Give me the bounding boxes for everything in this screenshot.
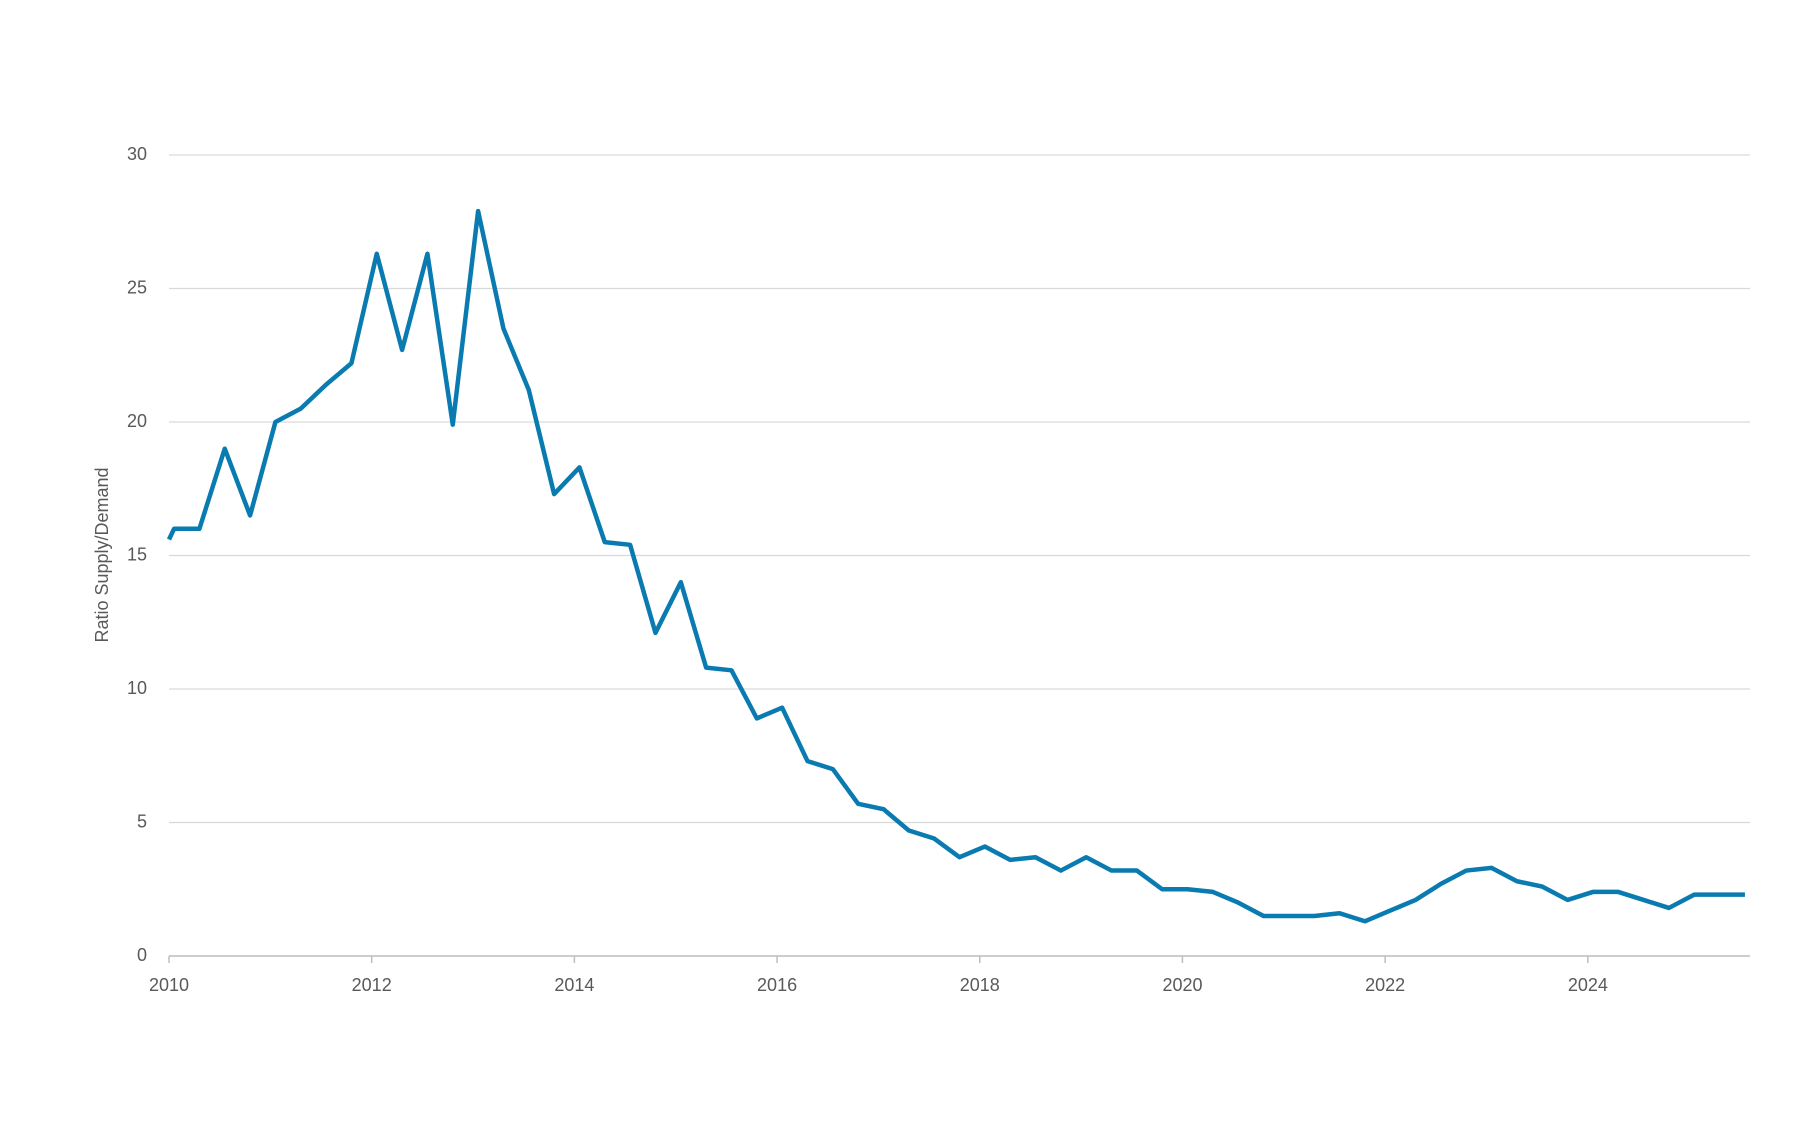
y-tick-label: 15: [127, 544, 147, 564]
y-tick-label: 25: [127, 277, 147, 297]
x-tick-label: 2024: [1568, 975, 1608, 995]
y-tick-label: 5: [137, 811, 147, 831]
y-tick-label: 0: [137, 945, 147, 965]
x-tick-label: 2010: [149, 975, 189, 995]
y-axis-title: Ratio Supply/Demand: [92, 467, 112, 642]
y-tick-label: 30: [127, 144, 147, 164]
y-tick-label: 10: [127, 678, 147, 698]
x-tick-label: 2016: [757, 975, 797, 995]
line: [166, 208, 1745, 924]
x-tick-label: 2018: [960, 975, 1000, 995]
x-tick-label: 2012: [352, 975, 392, 995]
x-tick-label: 2022: [1365, 975, 1405, 995]
y-tick-label: 20: [127, 411, 147, 431]
x-tick-label: 2020: [1162, 975, 1202, 995]
x-tick-label: 2014: [554, 975, 594, 995]
